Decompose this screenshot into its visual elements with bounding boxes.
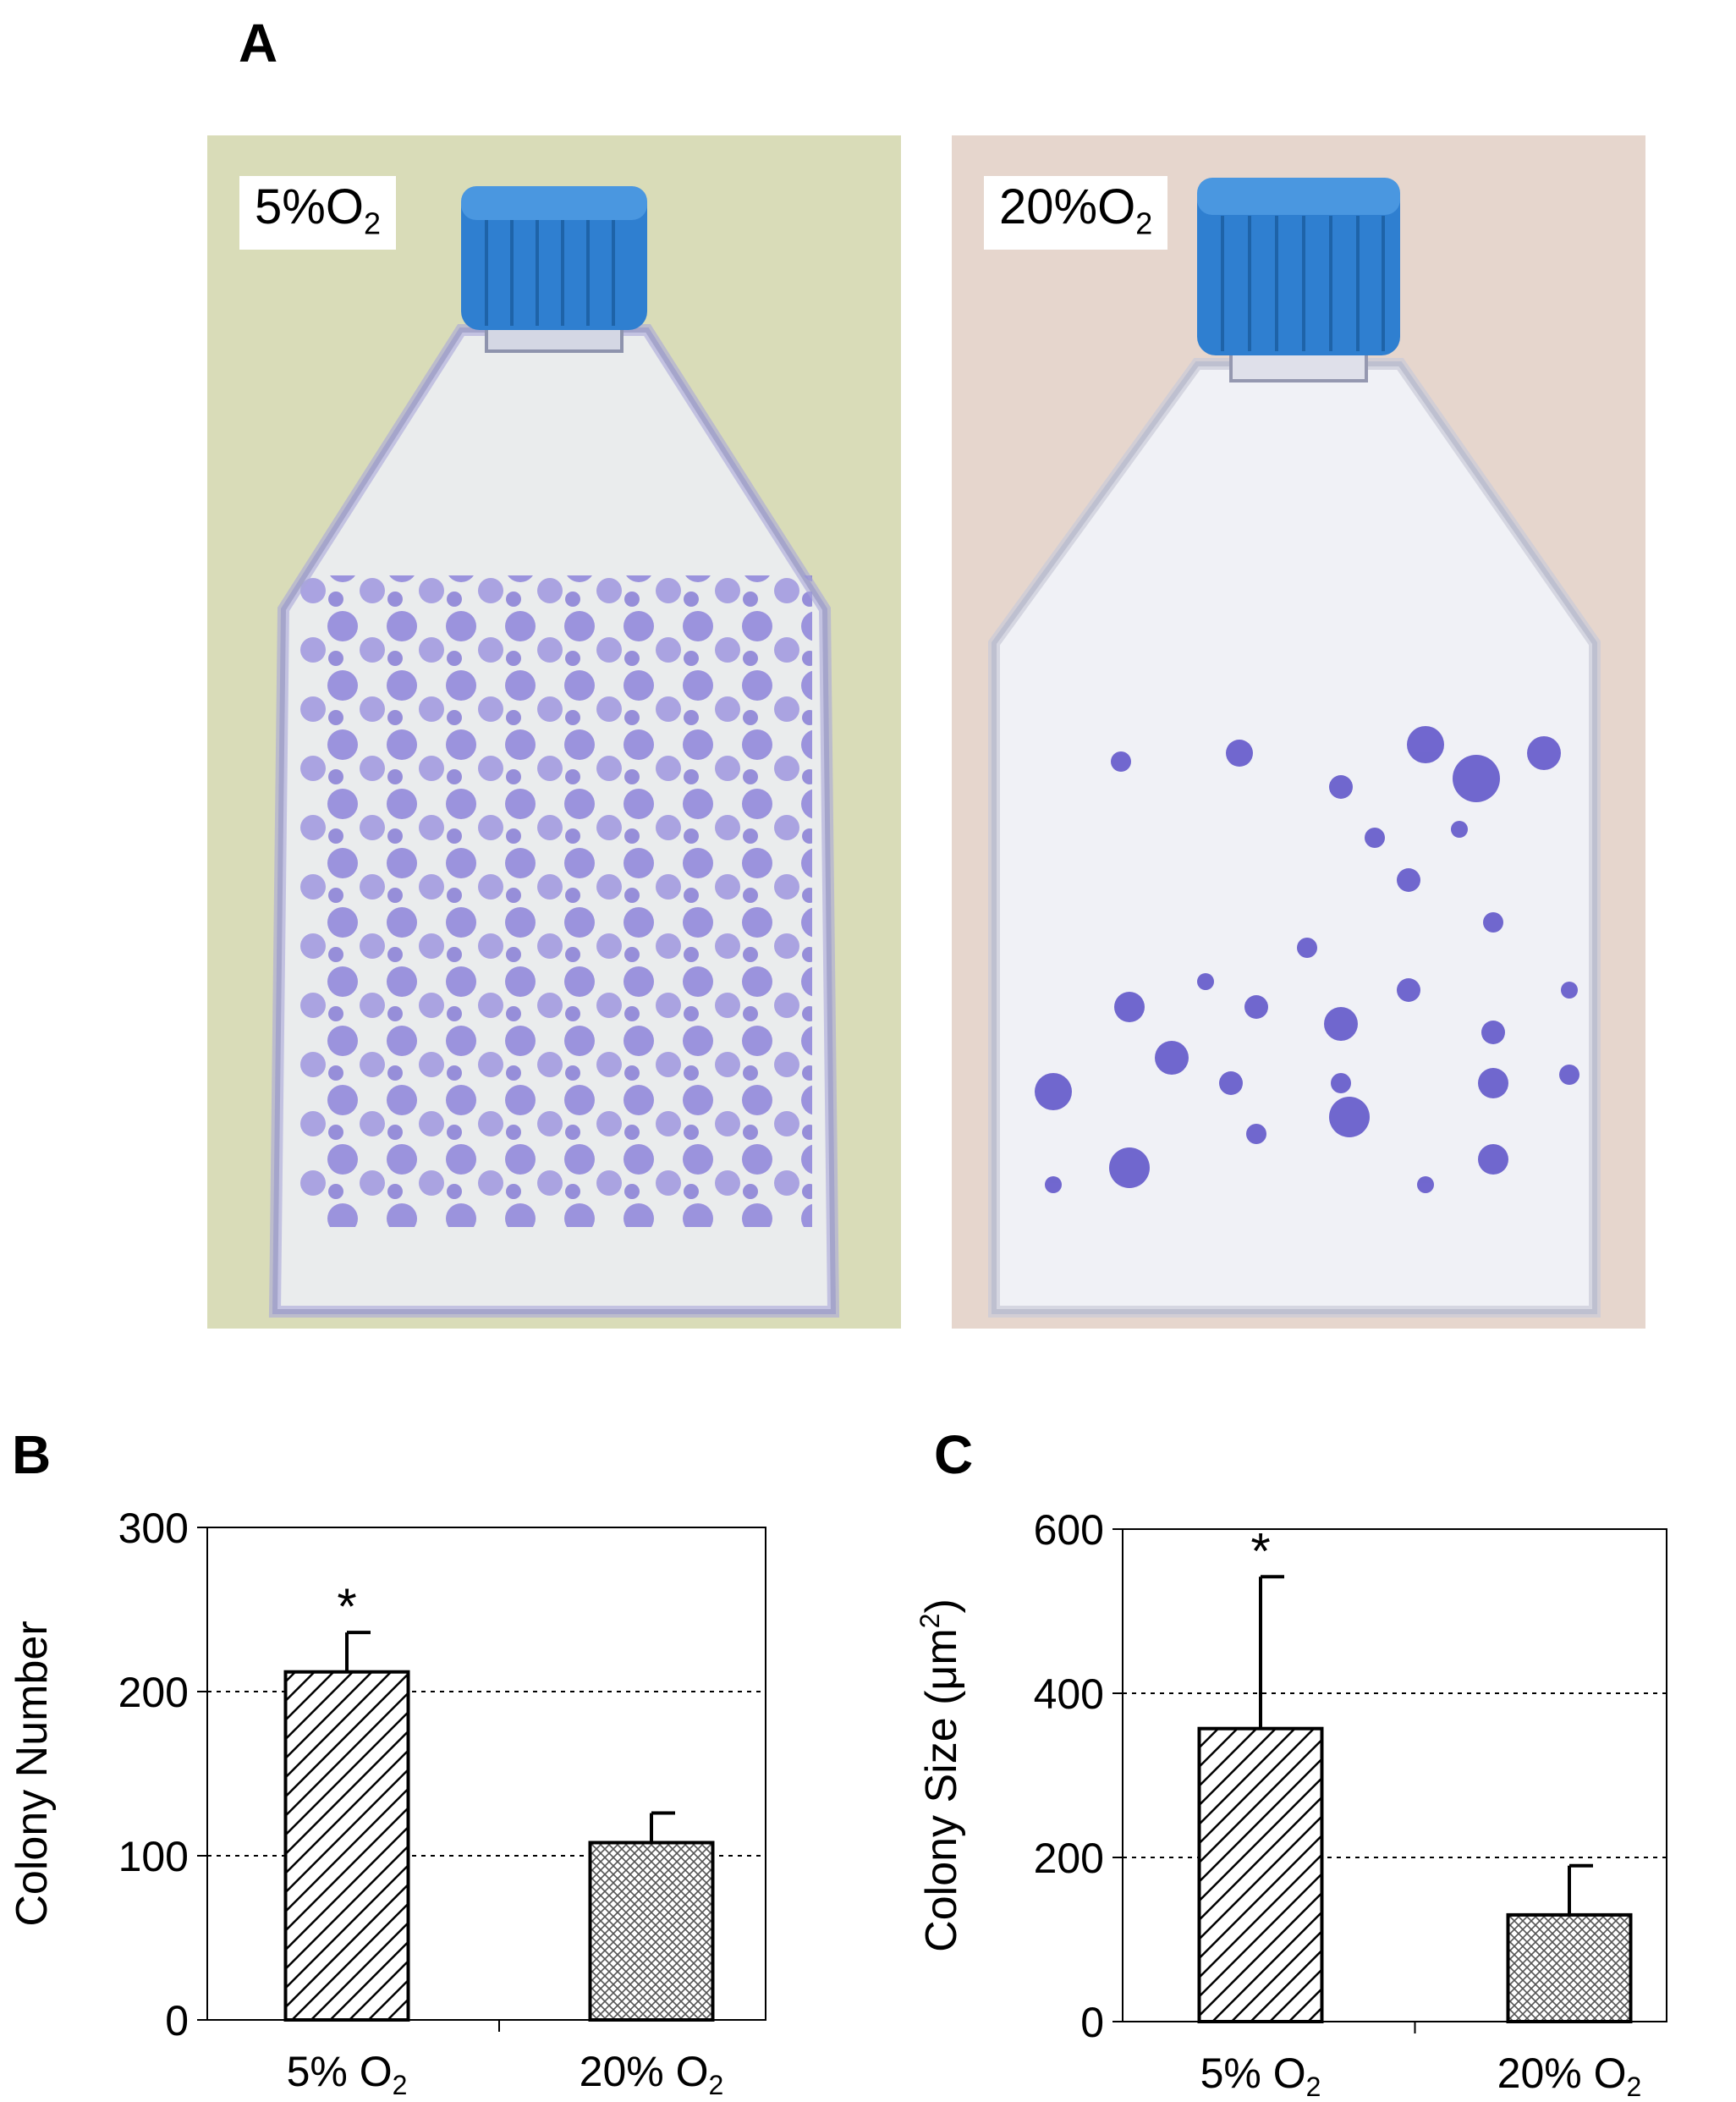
bar [283, 1670, 410, 2022]
y-axis-label: Colony Size (μm2) [915, 1599, 966, 1952]
panel-letter-a: A [239, 13, 278, 74]
y-tick-label: 0 [165, 1997, 189, 2044]
chart-colony-size: 0 200 400 600 * 5% O2 20% O2 Colony Size (μm2) [915, 1506, 1736, 2102]
y-tick-label: 100 [118, 1833, 189, 1880]
y-tick-label: 200 [1034, 1835, 1104, 1882]
colony-number-bar-chart: 0 100 200 300 * 5% O2 20% O2 Colony Number [8, 1505, 766, 2100]
chart-colony-number: 0 100 200 300 * 5% O2 20% O2 Colony Number [0, 1505, 846, 2102]
photo-label-5pct: 5%O2 [239, 176, 396, 250]
flask-photo-5pct: 5%O2 [207, 135, 901, 1329]
y-axis-label: Colony Number [8, 1621, 57, 1926]
bar [588, 1841, 715, 2022]
y-tick-label: 300 [118, 1505, 189, 1552]
x-category-label: 5% O2 [1200, 2050, 1321, 2102]
significance-marker: * [1250, 1522, 1270, 1579]
y-tick-label: 400 [1034, 1670, 1104, 1718]
x-category-label: 20% O2 [580, 2048, 724, 2100]
bar [1197, 1726, 1324, 2023]
flask-illustration [952, 135, 1645, 1329]
y-tick-label: 600 [1034, 1506, 1104, 1554]
photo-label-20pct: 20%O2 [984, 176, 1168, 250]
significance-marker: * [337, 1578, 356, 1635]
y-tick-label: 0 [1080, 1999, 1104, 2046]
x-category-label: 5% O2 [287, 2048, 408, 2100]
colony-size-bar-chart: 0 200 400 600 * 5% O2 20% O2 Colony Size (μm2) [915, 1506, 1667, 2102]
panel-letter-b: B [12, 1424, 52, 1485]
panel-letter-c: C [934, 1424, 974, 1485]
y-tick-label: 200 [118, 1669, 189, 1716]
bar [1506, 1912, 1633, 2023]
flask-photo-20pct: 20%O2 [952, 135, 1645, 1329]
flask-illustration [207, 135, 901, 1329]
x-category-label: 20% O2 [1497, 2050, 1642, 2102]
